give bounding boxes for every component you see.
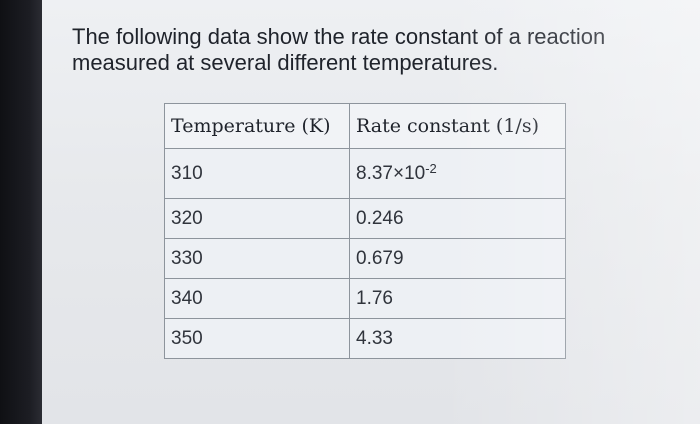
table-header-row: Temperature (K) Rate constant (1/s) xyxy=(164,103,566,149)
rate-constant-cell: 0.679 xyxy=(349,238,566,279)
header-rate-constant: Rate constant (1/s) xyxy=(349,103,566,149)
screen: The following data show the rate constan… xyxy=(42,0,700,424)
question-text: The following data show the rate constan… xyxy=(72,24,632,76)
rate-exponent: -2 xyxy=(425,160,437,176)
question-line-2: measured at several different temperatur… xyxy=(72,50,499,75)
temperature-cell: 340 xyxy=(164,278,350,319)
rate-constant-cell: 1.76 xyxy=(349,278,566,319)
question-line-1: The following data show the rate constan… xyxy=(72,24,606,49)
table-row: 310 8.37×10-2 xyxy=(164,148,566,199)
temperature-cell: 310 xyxy=(164,148,350,199)
temperature-cell: 330 xyxy=(164,238,350,279)
monitor-bezel xyxy=(0,0,42,424)
temperature-cell: 320 xyxy=(164,198,350,239)
table-row: 320 0.246 xyxy=(164,198,566,239)
rate-constant-cell: 0.246 xyxy=(349,198,566,239)
rate-constant-cell: 4.33 xyxy=(349,318,566,359)
table-row: 340 1.76 xyxy=(164,278,566,319)
temperature-cell: 350 xyxy=(164,318,350,359)
rate-mantissa: 8.37×10 xyxy=(356,162,426,184)
data-table: Temperature (K) Rate constant (1/s) 310 … xyxy=(164,103,566,359)
header-temperature: Temperature (K) xyxy=(164,103,350,149)
table-row: 330 0.679 xyxy=(164,238,566,279)
rate-constant-cell: 8.37×10-2 xyxy=(349,148,566,199)
table-row: 350 4.33 xyxy=(164,318,566,359)
